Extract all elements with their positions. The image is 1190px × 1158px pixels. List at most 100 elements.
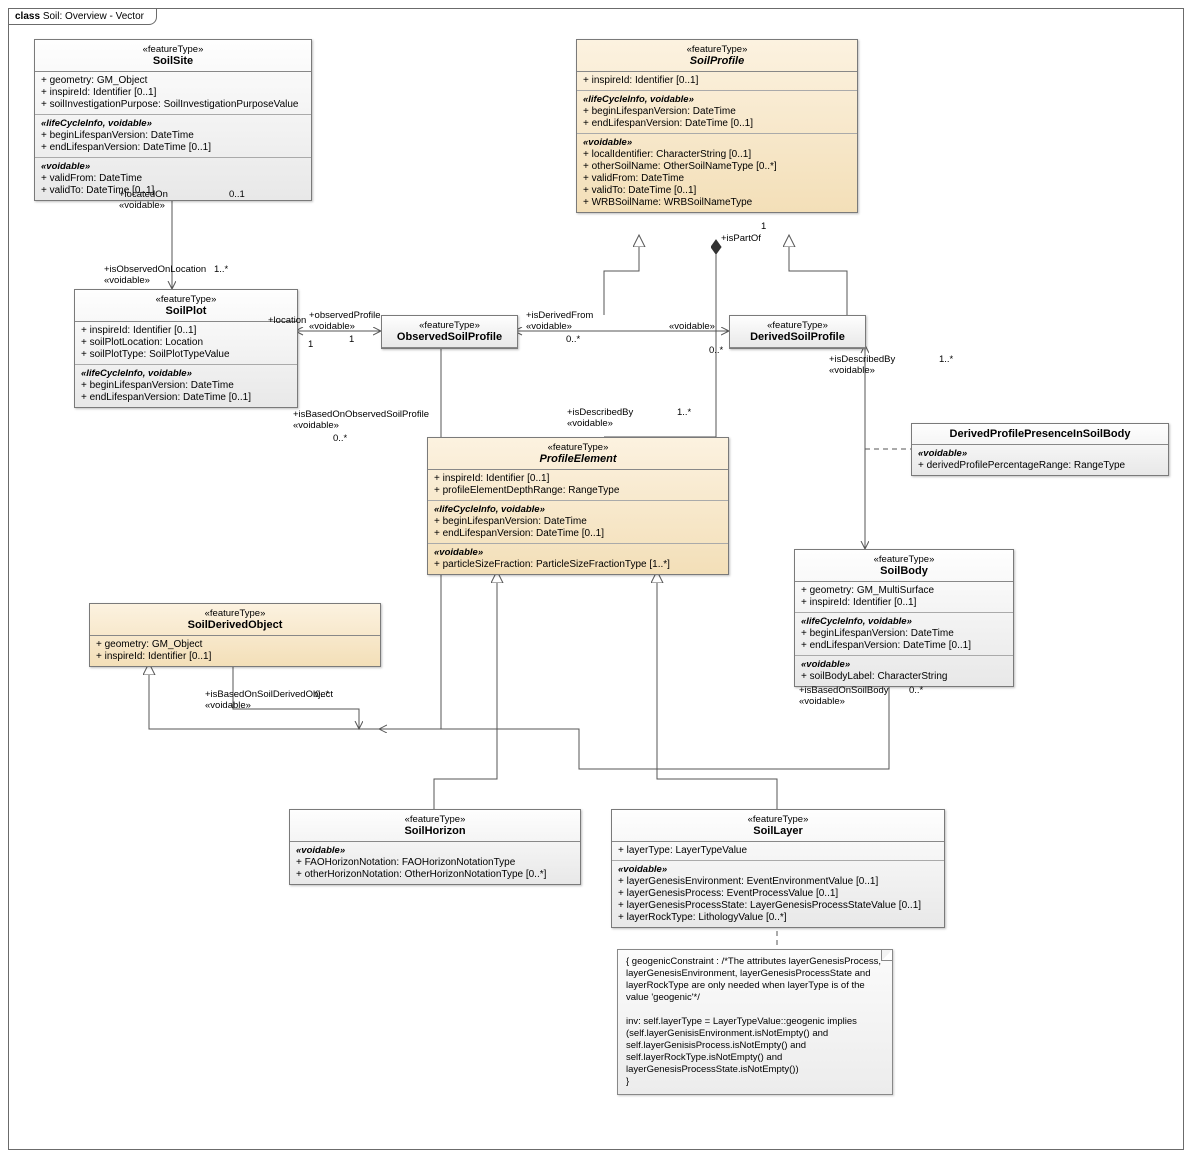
class-name: SoilLayer bbox=[618, 825, 938, 837]
attribute: + endLifespanVersion: DateTime [0..1] bbox=[41, 142, 305, 153]
multiplicity: 1 bbox=[349, 334, 354, 345]
class-name: DerivedProfilePresenceInSoilBody bbox=[918, 428, 1162, 440]
class-section: «voidable»+ derivedProfilePercentageRang… bbox=[912, 445, 1168, 475]
attribute: + layerGenesisEnvironment: EventEnvironm… bbox=[618, 876, 938, 887]
class-section: + inspireId: Identifier [0..1]+ soilPlot… bbox=[75, 322, 297, 365]
note-line: (self.layerGenisisEnvironment.isNotEmpty… bbox=[626, 1028, 884, 1040]
assoc-label-line: «voidable» bbox=[119, 200, 168, 211]
class-name: SoilBody bbox=[801, 565, 1007, 577]
assoc-label-line: +isBasedOnSoilDerivedObject bbox=[205, 689, 333, 700]
assoc-label-line: «voidable» bbox=[669, 321, 715, 332]
class-SoilSite: «featureType»SoilSite+ geometry: GM_Obje… bbox=[34, 39, 312, 201]
multiplicity: 0..1 bbox=[229, 189, 245, 200]
note-line bbox=[626, 1004, 884, 1016]
section-label: «voidable» bbox=[296, 845, 574, 856]
attribute: + validTo: DateTime [0..1] bbox=[41, 185, 305, 196]
class-SoilProfile: «featureType»SoilProfile + inspireId: Ide… bbox=[576, 39, 858, 213]
multiplicity: 0..* bbox=[333, 433, 347, 444]
attribute: + profileElementDepthRange: RangeType bbox=[434, 485, 722, 496]
note-line: layerRockType are only needed when layer… bbox=[626, 980, 884, 992]
class-section: «voidable»+ layerGenesisEnvironment: Eve… bbox=[612, 861, 944, 927]
attribute: + soilPlotLocation: Location bbox=[81, 337, 291, 348]
attribute: + geometry: GM_Object bbox=[41, 75, 305, 86]
frame-title-text: Soil: Overview - Vector bbox=[43, 11, 144, 22]
assoc-label-isObservedOnLocation: +isObservedOnLocation«voidable» bbox=[104, 264, 206, 286]
class-SoilLayer: «featureType»SoilLayer + layerType: Layer… bbox=[611, 809, 945, 928]
class-section: «voidable»+ particleSizeFraction: Partic… bbox=[428, 544, 728, 574]
class-name: SoilHorizon bbox=[296, 825, 574, 837]
class-section: + layerType: LayerTypeValue bbox=[612, 842, 944, 861]
stereotype: «featureType» bbox=[296, 814, 574, 825]
assoc-label-isPartOf: +isPartOf bbox=[721, 233, 761, 244]
section-label: «lifeCycleInfo, voidable» bbox=[434, 504, 722, 515]
class-header: «featureType»SoilHorizon bbox=[290, 810, 580, 842]
attribute: + localIdentifier: CharacterString [0..1… bbox=[583, 149, 851, 160]
assoc-label-voidableDS: «voidable» bbox=[669, 321, 715, 332]
class-SoilBody: «featureType»SoilBody+ geometry: GM_Mult… bbox=[794, 549, 1014, 687]
multiplicity: 0..* bbox=[566, 334, 580, 345]
multiplicity: 1..* bbox=[214, 264, 228, 275]
assoc-label-line: «voidable» bbox=[104, 275, 206, 286]
note-line: self.layerGenisisProcess.isNotEmpty() an… bbox=[626, 1040, 884, 1052]
stereotype: «featureType» bbox=[81, 294, 291, 305]
stereotype: «featureType» bbox=[583, 44, 851, 55]
assoc-label-line: +isBasedOnSoilBody bbox=[799, 685, 889, 696]
class-header: DerivedProfilePresenceInSoilBody bbox=[912, 424, 1168, 445]
assoc-label-isDerivedFrom: +isDerivedFrom«voidable» bbox=[526, 310, 593, 332]
attribute: + validFrom: DateTime bbox=[583, 173, 851, 184]
attribute: + inspireId: Identifier [0..1] bbox=[81, 325, 291, 336]
attribute: + endLifespanVersion: DateTime [0..1] bbox=[583, 118, 851, 129]
section-label: «lifeCycleInfo, voidable» bbox=[801, 616, 1007, 627]
class-header: «featureType»SoilBody bbox=[795, 550, 1013, 582]
attribute: + validTo: DateTime [0..1] bbox=[583, 185, 851, 196]
assoc-label-line: «voidable» bbox=[309, 321, 381, 332]
attribute: + soilPlotType: SoilPlotTypeValue bbox=[81, 349, 291, 360]
class-section: «voidable»+ FAOHorizonNotation: FAOHoriz… bbox=[290, 842, 580, 884]
assoc-label-line: +observedProfile bbox=[309, 310, 381, 321]
class-ProfileElement: «featureType»ProfileElement+ inspireId: … bbox=[427, 437, 729, 575]
note-line: inv: self.layerType = LayerTypeValue::ge… bbox=[626, 1016, 884, 1028]
attribute: + layerRockType: LithologyValue [0..*] bbox=[618, 912, 938, 923]
class-SoilHorizon: «featureType»SoilHorizon«voidable»+ FAOH… bbox=[289, 809, 581, 885]
diagram-frame: class Soil: Overview - Vector bbox=[8, 8, 1184, 1150]
class-section: + geometry: GM_Object+ inspireId: Identi… bbox=[35, 72, 311, 115]
attribute: + beginLifespanVersion: DateTime bbox=[41, 130, 305, 141]
stereotype: «featureType» bbox=[801, 554, 1007, 565]
section-label: «voidable» bbox=[918, 448, 1162, 459]
stereotype: «featureType» bbox=[618, 814, 938, 825]
attribute: + inspireId: Identifier [0..1] bbox=[41, 87, 305, 98]
assoc-label-isBasedOnObs: +isBasedOnObservedSoilProfile«voidable» bbox=[293, 409, 429, 431]
class-section: + inspireId: Identifier [0..1] bbox=[577, 72, 857, 91]
section-label: «voidable» bbox=[583, 137, 851, 148]
class-header: «featureType»SoilDerivedObject bbox=[90, 604, 380, 636]
attribute: + endLifespanVersion: DateTime [0..1] bbox=[81, 392, 291, 403]
assoc-label-line: +locatedOn bbox=[119, 189, 168, 200]
class-DerivedProfilePresenceInSoilBody: DerivedProfilePresenceInSoilBody «voidabl… bbox=[911, 423, 1169, 476]
multiplicity: 0..* bbox=[709, 345, 723, 356]
stereotype: «featureType» bbox=[41, 44, 305, 55]
stereotype: «featureType» bbox=[96, 608, 374, 619]
class-section: «lifeCycleInfo, voidable»+ beginLifespan… bbox=[795, 613, 1013, 656]
section-label: «lifeCycleInfo, voidable» bbox=[583, 94, 851, 105]
attribute: + beginLifespanVersion: DateTime bbox=[434, 516, 722, 527]
assoc-label-locatedOn: +locatedOn«voidable» bbox=[119, 189, 168, 211]
attribute: + derivedProfilePercentageRange: RangeTy… bbox=[918, 460, 1162, 471]
attribute: + inspireId: Identifier [0..1] bbox=[801, 597, 1007, 608]
attribute: + soilInvestigationPurpose: SoilInvestig… bbox=[41, 99, 305, 110]
note-line: layerGenesisEnvironment, layerGenesisPro… bbox=[626, 968, 884, 980]
attribute: + inspireId: Identifier [0..1] bbox=[434, 473, 722, 484]
assoc-label-line: «voidable» bbox=[799, 696, 889, 707]
assoc-label-line: +isBasedOnObservedSoilProfile bbox=[293, 409, 429, 420]
attribute: + validFrom: DateTime bbox=[41, 173, 305, 184]
attribute: + soilBodyLabel: CharacterString bbox=[801, 671, 1007, 682]
multiplicity: 1 bbox=[761, 221, 766, 232]
assoc-label-line: +isDerivedFrom bbox=[526, 310, 593, 321]
section-label: «voidable» bbox=[618, 864, 938, 875]
multiplicity: 0..* bbox=[909, 685, 923, 696]
attribute: + inspireId: Identifier [0..1] bbox=[583, 75, 851, 86]
class-section: «lifeCycleInfo, voidable»+ beginLifespan… bbox=[577, 91, 857, 134]
class-header: «featureType»ObservedSoilProfile bbox=[382, 316, 517, 348]
class-header: «featureType»SoilProfile bbox=[577, 40, 857, 72]
class-header: «featureType»SoilPlot bbox=[75, 290, 297, 322]
stereotype: «featureType» bbox=[434, 442, 722, 453]
